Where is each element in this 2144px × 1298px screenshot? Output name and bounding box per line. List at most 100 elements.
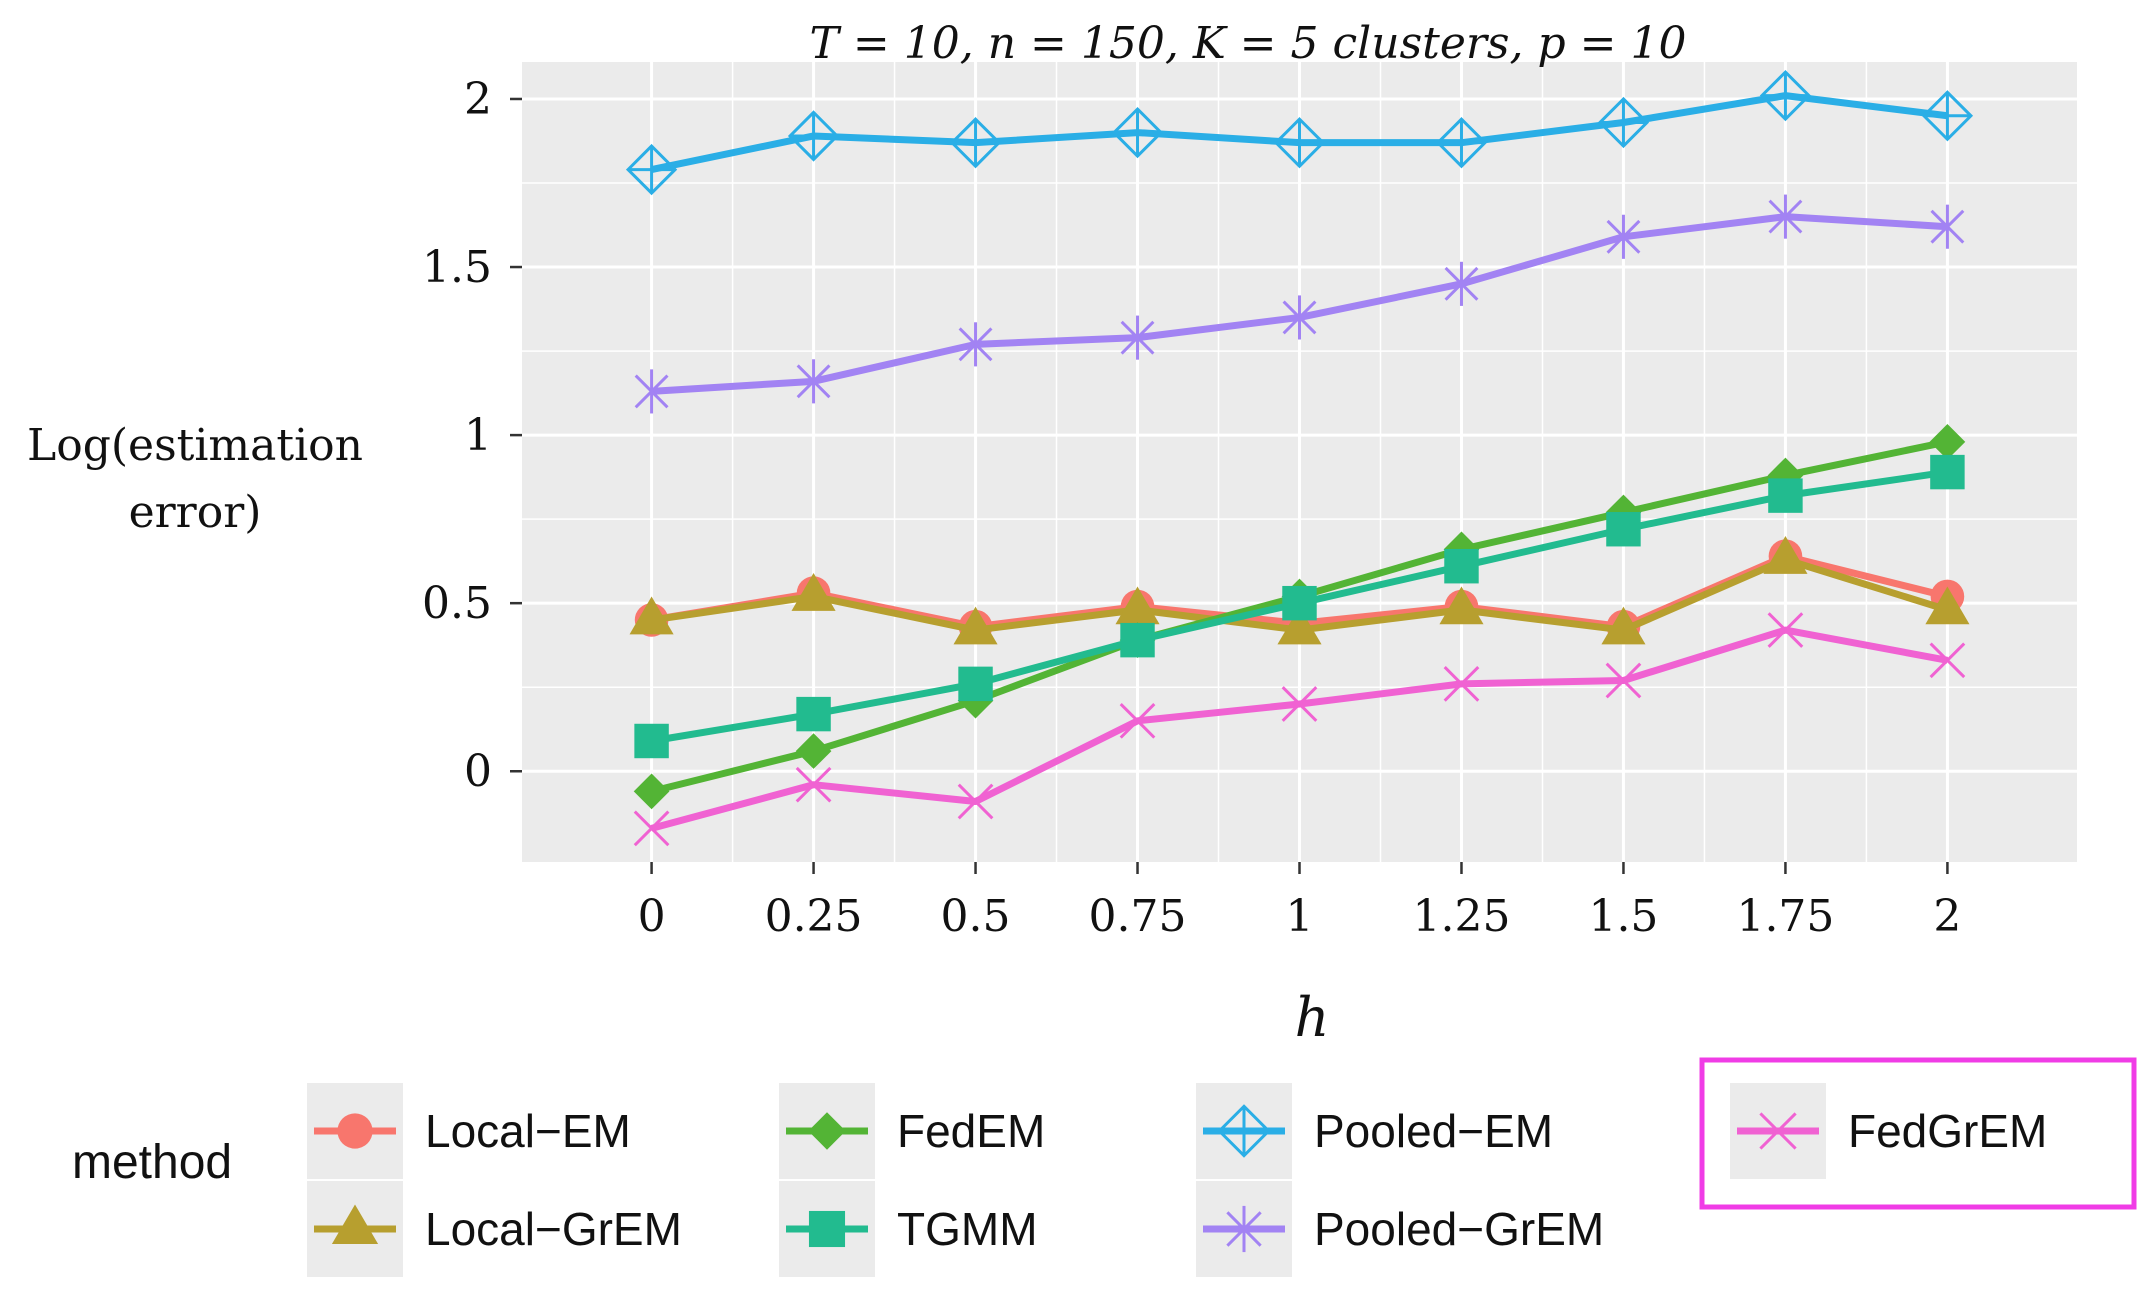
- data-point-fedgrem: [1119, 702, 1156, 739]
- data-point-local-grem: [953, 606, 998, 645]
- marker-triangle: [629, 596, 674, 635]
- data-point-pooled-grem: [1930, 204, 1965, 249]
- data-point-fedgrem: [1767, 612, 1804, 648]
- marker-stroke: [957, 783, 994, 820]
- data-point-tgmm: [634, 723, 669, 759]
- series-pooled-em: [625, 69, 1974, 196]
- marker-diamond: [1767, 457, 1804, 494]
- data-point-pooled-grem: [1768, 194, 1803, 239]
- marker-stroke: [633, 810, 670, 847]
- data-point-local-grem: [1439, 586, 1484, 625]
- data-point-pooled-grem: [796, 359, 831, 404]
- legend-label: Pooled−GrEM: [1314, 1203, 1604, 1255]
- legend-label: Local−EM: [425, 1105, 631, 1157]
- series-pooled-grem: [634, 194, 1965, 414]
- legend-key-marker: [1217, 1104, 1271, 1158]
- marker-stroke: [1281, 686, 1318, 722]
- x-tick-label: 1.5: [1588, 891, 1658, 942]
- legend-item-pooled-em: Pooled−EM: [1196, 1083, 1553, 1179]
- data-point-fedgrem: [1605, 662, 1642, 699]
- data-point-local-grem: [629, 596, 674, 635]
- marker-square: [1606, 512, 1641, 547]
- data-point-pooled-em: [1759, 69, 1812, 122]
- legend-item-local-grem: Local−GrEM: [307, 1181, 682, 1277]
- x-axis-label: h: [1295, 986, 1330, 1049]
- data-point-fedem: [633, 773, 670, 810]
- y-tick-label: 2: [464, 74, 492, 125]
- marker-diamond: [795, 733, 832, 769]
- legend-item-tgmm: TGMM: [779, 1181, 1038, 1277]
- marker-diamond: [808, 1112, 846, 1150]
- data-point-fedgrem: [1929, 642, 1966, 679]
- legend-key-marker: [1759, 1112, 1797, 1150]
- series-tgmm: [634, 454, 1965, 759]
- data-point-pooled-grem: [1120, 315, 1155, 360]
- data-point-fedgrem: [633, 810, 670, 847]
- data-point-local-grem: [1763, 536, 1808, 574]
- marker-square: [1444, 548, 1479, 584]
- marker-triangle: [953, 606, 998, 645]
- legend-key-marker: [331, 1204, 379, 1245]
- data-point-fedgrem: [795, 766, 832, 803]
- x-tick-label: 0.75: [1089, 891, 1187, 942]
- data-point-pooled-em: [787, 110, 840, 162]
- legend-label: FedEM: [897, 1105, 1045, 1157]
- legend-key-marker: [337, 1113, 373, 1149]
- legend-label: FedGrEM: [1848, 1105, 2047, 1157]
- legend-label: TGMM: [897, 1203, 1038, 1255]
- data-point-pooled-grem: [1606, 214, 1641, 259]
- data-point-pooled-em: [1273, 117, 1326, 169]
- marker-stroke: [1443, 665, 1480, 702]
- data-point-pooled-grem: [1282, 295, 1317, 340]
- marker-triangle: [1925, 586, 1970, 625]
- y-tick-label: 1.5: [422, 242, 492, 293]
- data-point-tgmm: [958, 666, 993, 702]
- data-point-tgmm: [796, 696, 831, 732]
- data-point-pooled-em: [625, 143, 678, 196]
- data-point-tgmm: [1444, 548, 1479, 584]
- data-point-pooled-em: [1111, 106, 1164, 159]
- legend-item-pooled-grem: Pooled−GrEM: [1196, 1181, 1604, 1277]
- marker-square: [958, 666, 993, 702]
- data-point-tgmm: [1930, 454, 1965, 490]
- y-tick-label: 0.5: [422, 578, 492, 629]
- data-point-pooled-em: [1435, 117, 1488, 169]
- marker-triangle: [1277, 606, 1322, 645]
- data-point-pooled-em: [1597, 96, 1650, 149]
- data-point-tgmm: [1606, 512, 1641, 547]
- marker-stroke: [1759, 1112, 1797, 1150]
- marker-triangle: [1601, 606, 1646, 645]
- marker-triangle: [1439, 586, 1484, 625]
- marker-stroke: [1767, 612, 1804, 648]
- marker-triangle: [331, 1204, 379, 1245]
- data-point-tgmm: [1282, 585, 1317, 621]
- data-point-local-grem: [1277, 606, 1322, 645]
- x-tick-label: 0: [638, 891, 666, 942]
- marker-square: [796, 696, 831, 732]
- data-point-pooled-grem: [634, 369, 669, 414]
- legend-key-marker: [1226, 1205, 1262, 1253]
- legend-item-fedem: FedEM: [779, 1083, 1045, 1179]
- data-point-tgmm: [1768, 478, 1803, 513]
- legend-label: Pooled−EM: [1314, 1105, 1553, 1157]
- marker-stroke: [1119, 702, 1156, 739]
- y-axis-label-line1: Log(estimation: [27, 420, 363, 471]
- series-fedgrem: [633, 612, 1966, 847]
- y-tick-label: 1: [464, 410, 492, 461]
- data-point-fedgrem: [1443, 665, 1480, 702]
- data-point-fedgrem: [957, 783, 994, 820]
- legend-key-marker: [808, 1112, 846, 1150]
- x-tick-label: 1.75: [1736, 891, 1834, 942]
- legend-label: Local−GrEM: [425, 1203, 682, 1255]
- series-local-grem: [629, 536, 1970, 645]
- marker-stroke: [1605, 662, 1642, 699]
- data-point-local-grem: [1925, 586, 1970, 625]
- legend-title: method: [72, 1136, 232, 1189]
- data-point-pooled-grem: [958, 322, 993, 367]
- marker-stroke: [1929, 642, 1966, 679]
- x-tick-label: 2: [1933, 891, 1961, 942]
- data-point-local-grem: [1115, 586, 1160, 625]
- axes: 0 0.25 0.5 0.75 1 1.25 1.5 1.75 2 0 0.5 1 1.5 2: [422, 74, 1961, 942]
- data-point-pooled-grem: [1444, 261, 1479, 306]
- y-axis-label-line2: error): [129, 487, 262, 538]
